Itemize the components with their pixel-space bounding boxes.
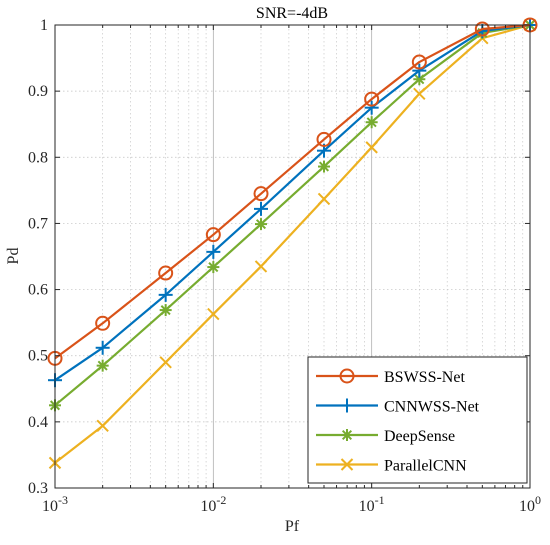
- chart-title: SNR=-4dB: [256, 5, 328, 22]
- legend-item: BSWSS-Net: [316, 368, 465, 386]
- data-point: [158, 287, 173, 302]
- asterisk-marker-stroke: [414, 74, 425, 85]
- circle-marker: [316, 131, 332, 147]
- asterisk-marker-stroke: [366, 117, 377, 128]
- x-tick-label: 100: [519, 493, 541, 515]
- circle-marker: [95, 315, 111, 331]
- y-axis-label: Pd: [5, 248, 22, 265]
- legend-marker: [341, 429, 353, 441]
- x-tick-label-exponent: -3: [58, 493, 68, 507]
- asterisk-marker-stroke: [208, 262, 219, 273]
- data-point: [317, 192, 331, 206]
- legend-item: ParallelCNN: [316, 458, 467, 475]
- data-point: [95, 340, 110, 355]
- x-marker-stroke: [340, 458, 354, 471]
- circle-marker: [339, 368, 355, 384]
- data-point: [365, 141, 378, 154]
- x-marker-stroke: [96, 419, 109, 433]
- series-line: [54, 23, 531, 464]
- x-tick-label: 10-3: [42, 493, 68, 515]
- data-point: [253, 186, 269, 202]
- y-tick-label: 0.4: [28, 414, 48, 431]
- asterisk-marker-stroke: [341, 429, 353, 441]
- legend-label: DeepSense: [384, 428, 455, 445]
- x-marker-stroke: [254, 260, 268, 273]
- data-point: [364, 91, 380, 107]
- legend-marker: [340, 458, 354, 471]
- x-tick-label: 10-2: [200, 493, 226, 515]
- data-point: [316, 131, 332, 147]
- data-point: [253, 201, 268, 216]
- x-marker-stroke: [207, 307, 220, 321]
- circle-marker: [411, 54, 427, 70]
- y-tick-label: 0.6: [28, 282, 48, 299]
- data-point: [96, 359, 109, 372]
- tick-marks: [54, 24, 531, 489]
- asterisk-marker-stroke: [97, 360, 108, 371]
- x-tick-label: 10-1: [359, 493, 385, 515]
- legend-label: CNNWSS-Net: [384, 399, 480, 416]
- data-point: [474, 21, 490, 37]
- circle-marker: [205, 227, 221, 243]
- data-point: [95, 315, 111, 331]
- circle-marker: [253, 186, 269, 202]
- data-point: [364, 100, 379, 115]
- data-point: [254, 218, 267, 231]
- x-tick-label-base: 10: [42, 498, 58, 515]
- legend-marker: [339, 368, 355, 384]
- series-line: [54, 23, 531, 407]
- x-marker-stroke: [159, 356, 172, 369]
- x-axis-label: Pf: [285, 518, 300, 535]
- data-point: [158, 265, 174, 281]
- x-tick-label-base: 10: [200, 498, 216, 515]
- legend-label: ParallelCNN: [384, 458, 467, 475]
- legend: BSWSS-Net CNNWSS-Net DeepSense ParallelCNN: [307, 356, 528, 484]
- circle-marker: [158, 265, 174, 281]
- data-point: [206, 244, 221, 259]
- x-tick-label-exponent: -1: [375, 493, 385, 507]
- axes-box: [54, 24, 531, 489]
- y-tick-label: 0.3: [28, 480, 48, 497]
- y-tick-label: 0.5: [28, 348, 48, 365]
- data-point: [365, 116, 378, 129]
- asterisk-marker-stroke: [255, 219, 267, 230]
- data-point: [413, 87, 426, 100]
- y-tick-label: 1: [40, 17, 48, 34]
- x-marker-stroke: [413, 87, 426, 100]
- y-tick-label: 0.8: [28, 149, 48, 166]
- legend-item: CNNWSS-Net: [316, 398, 480, 416]
- data-point: [96, 419, 109, 433]
- data-point: [411, 54, 427, 70]
- y-tick-label: 0.9: [28, 83, 48, 100]
- data-point: [254, 260, 268, 273]
- data-point: [159, 304, 172, 317]
- legend-label: BSWSS-Net: [384, 369, 465, 386]
- data-point: [318, 160, 331, 173]
- asterisk-marker-stroke: [160, 305, 171, 316]
- data-point: [159, 356, 172, 369]
- legend-item: DeepSense: [316, 428, 455, 445]
- data-point: [412, 63, 427, 78]
- x-tick-label-base: 10: [359, 498, 375, 515]
- x-tick-label-exponent: 0: [535, 493, 541, 507]
- y-tick-label: 0.7: [28, 215, 48, 232]
- data-point: [207, 261, 220, 274]
- legend-marker: [340, 398, 354, 413]
- data-point: [207, 307, 220, 321]
- series-line: [54, 23, 531, 382]
- x-tick-label-base: 10: [519, 498, 535, 515]
- x-marker-stroke: [317, 192, 331, 206]
- series-line: [54, 23, 531, 360]
- x-marker-stroke: [365, 141, 378, 154]
- data-point: [205, 227, 221, 243]
- circle-marker: [474, 21, 490, 37]
- asterisk-marker-stroke: [318, 161, 330, 172]
- circle-marker: [364, 91, 380, 107]
- x-tick-label-exponent: -2: [216, 493, 226, 507]
